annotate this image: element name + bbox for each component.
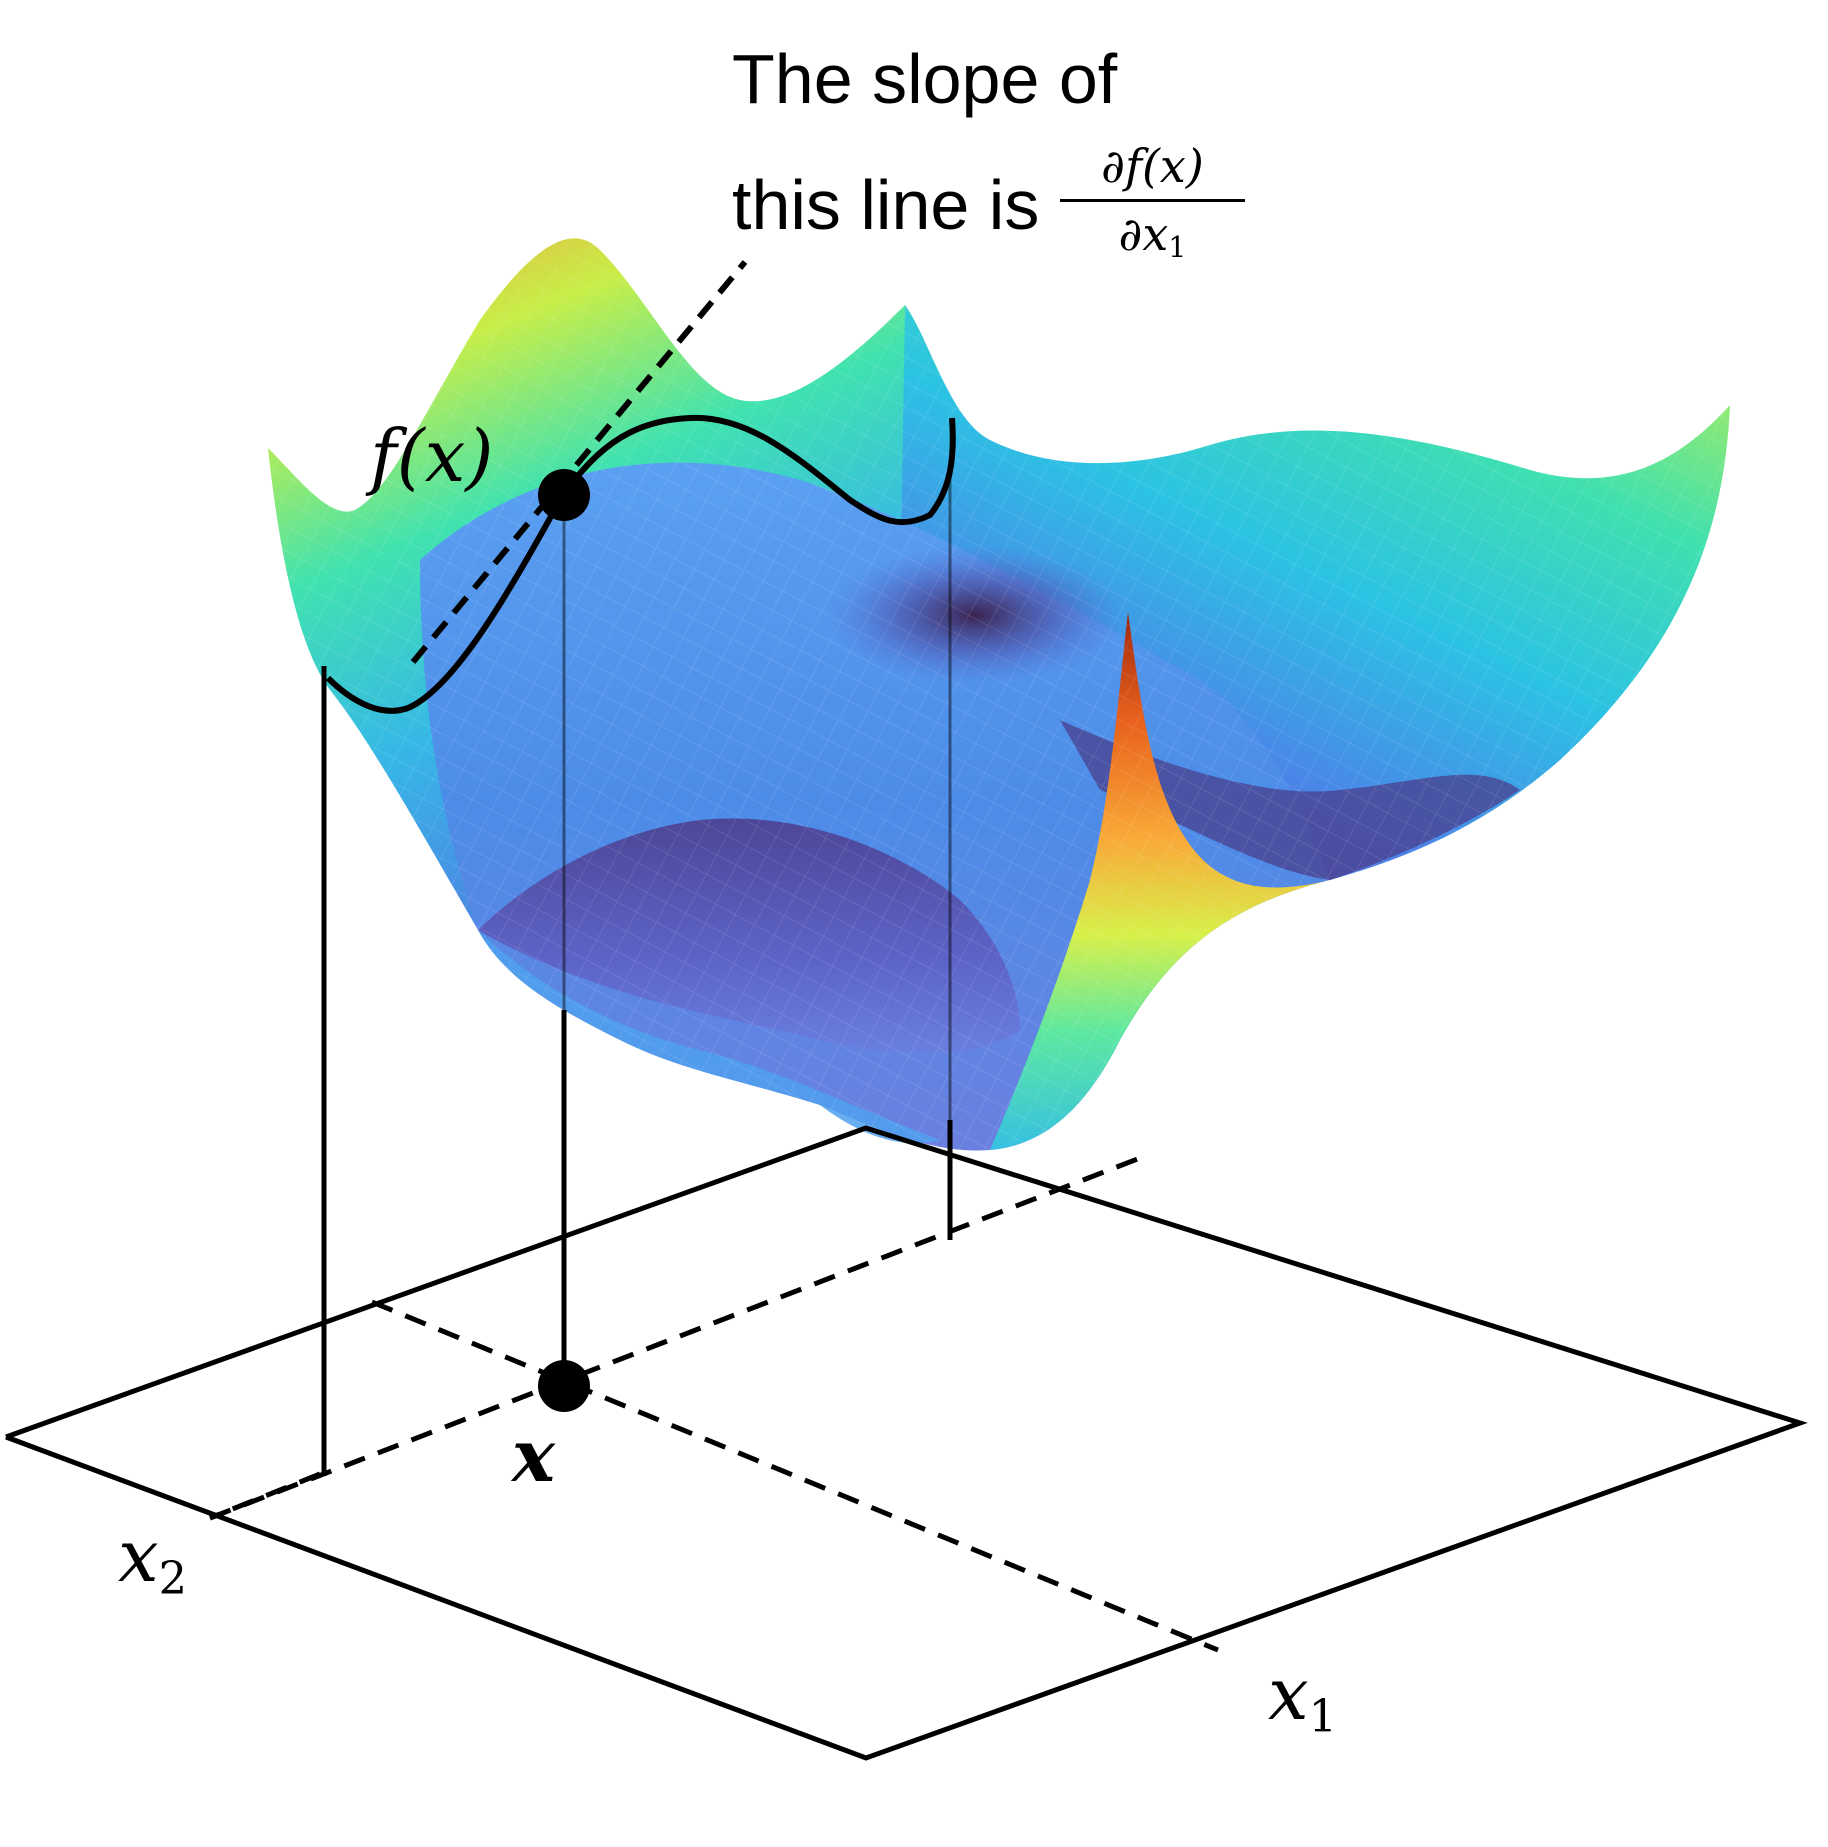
dash-left-foot <box>209 1471 321 1521</box>
point-on-floor <box>538 1360 590 1412</box>
dash-x2-direction <box>209 1155 1141 1521</box>
fraction-denominator: ∂x1 <box>1118 206 1187 265</box>
point-on-surface <box>538 469 590 521</box>
surface <box>268 238 1730 1151</box>
fraction-numerator: ∂f(x) <box>1101 139 1204 193</box>
fraction-bar <box>1060 198 1245 202</box>
floor-plane <box>5 1125 1808 1761</box>
floor-outline <box>5 1125 1808 1761</box>
vertical-lines <box>321 666 953 1476</box>
annotation-line2: this line is <box>732 166 1040 244</box>
cross-section-curve <box>325 414 956 714</box>
fx-label: f(x) <box>370 414 494 498</box>
floor-dashed-lines <box>209 1155 1219 1653</box>
annotation-line1: The slope of <box>732 40 1118 118</box>
dash-x1-direction <box>371 1299 1219 1653</box>
vertical-lines-hidden <box>562 470 952 1120</box>
axis-x1-label: x1 <box>1268 1652 1338 1743</box>
axis-x2-label: x2 <box>118 1514 188 1605</box>
tangent-line <box>410 260 748 664</box>
x-point-label: x <box>512 1413 555 1498</box>
partial-derivative-fraction: ∂f(x) ∂x1 <box>1060 140 1245 265</box>
